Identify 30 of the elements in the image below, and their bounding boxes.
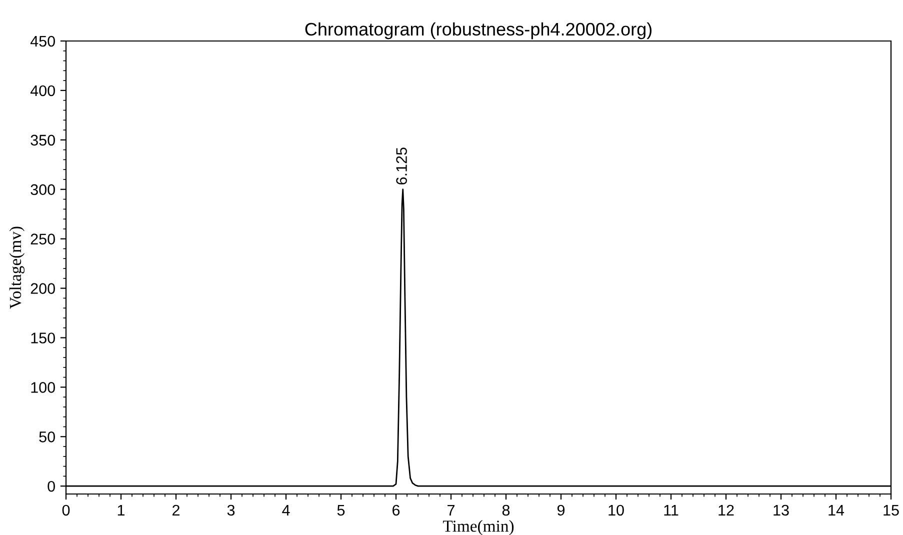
x-tick-label: 8: [502, 504, 510, 516]
y-tick-label: 350: [30, 134, 55, 146]
annotation: 6.125: [396, 148, 407, 184]
x-tick-label: 10: [608, 504, 624, 516]
x-tick-label: 12: [718, 504, 734, 516]
y-tick-label: 0: [48, 480, 55, 492]
x-tick-label: 0: [62, 504, 70, 516]
y-tick-label: 200: [30, 283, 55, 294]
y-tick-label: 450: [30, 36, 55, 47]
y-tick-label: 150: [31, 332, 55, 344]
x-tick-label: 14: [828, 504, 844, 516]
x-tick-label: 6: [392, 504, 400, 516]
x-tick-label: 11: [664, 504, 678, 516]
x-tick-label: 9: [557, 504, 565, 516]
x-tick-label: 4: [282, 504, 290, 516]
x-tick-label: 7: [448, 504, 454, 516]
x-axis-title: Time(min): [442, 520, 514, 535]
x-tick-label: 15: [884, 504, 899, 516]
y-tick-label: 250: [30, 234, 55, 245]
x-tick-label: 5: [337, 504, 345, 516]
chart-title: Chromatogram (robustness-ph4.20002.org): [305, 22, 652, 40]
y-tick-label: 400: [30, 85, 55, 96]
x-tick-label: 2: [172, 504, 180, 516]
y-tick-label: 300: [30, 184, 55, 196]
x-tick-label: 3: [227, 504, 235, 516]
y-axis-title: Voltage(mv): [9, 226, 25, 309]
y-tick-label: 50: [39, 432, 55, 442]
y-tick-label: 100: [31, 382, 55, 393]
x-tick-label: 13: [774, 504, 789, 516]
x-tick-label: 1: [118, 504, 125, 516]
